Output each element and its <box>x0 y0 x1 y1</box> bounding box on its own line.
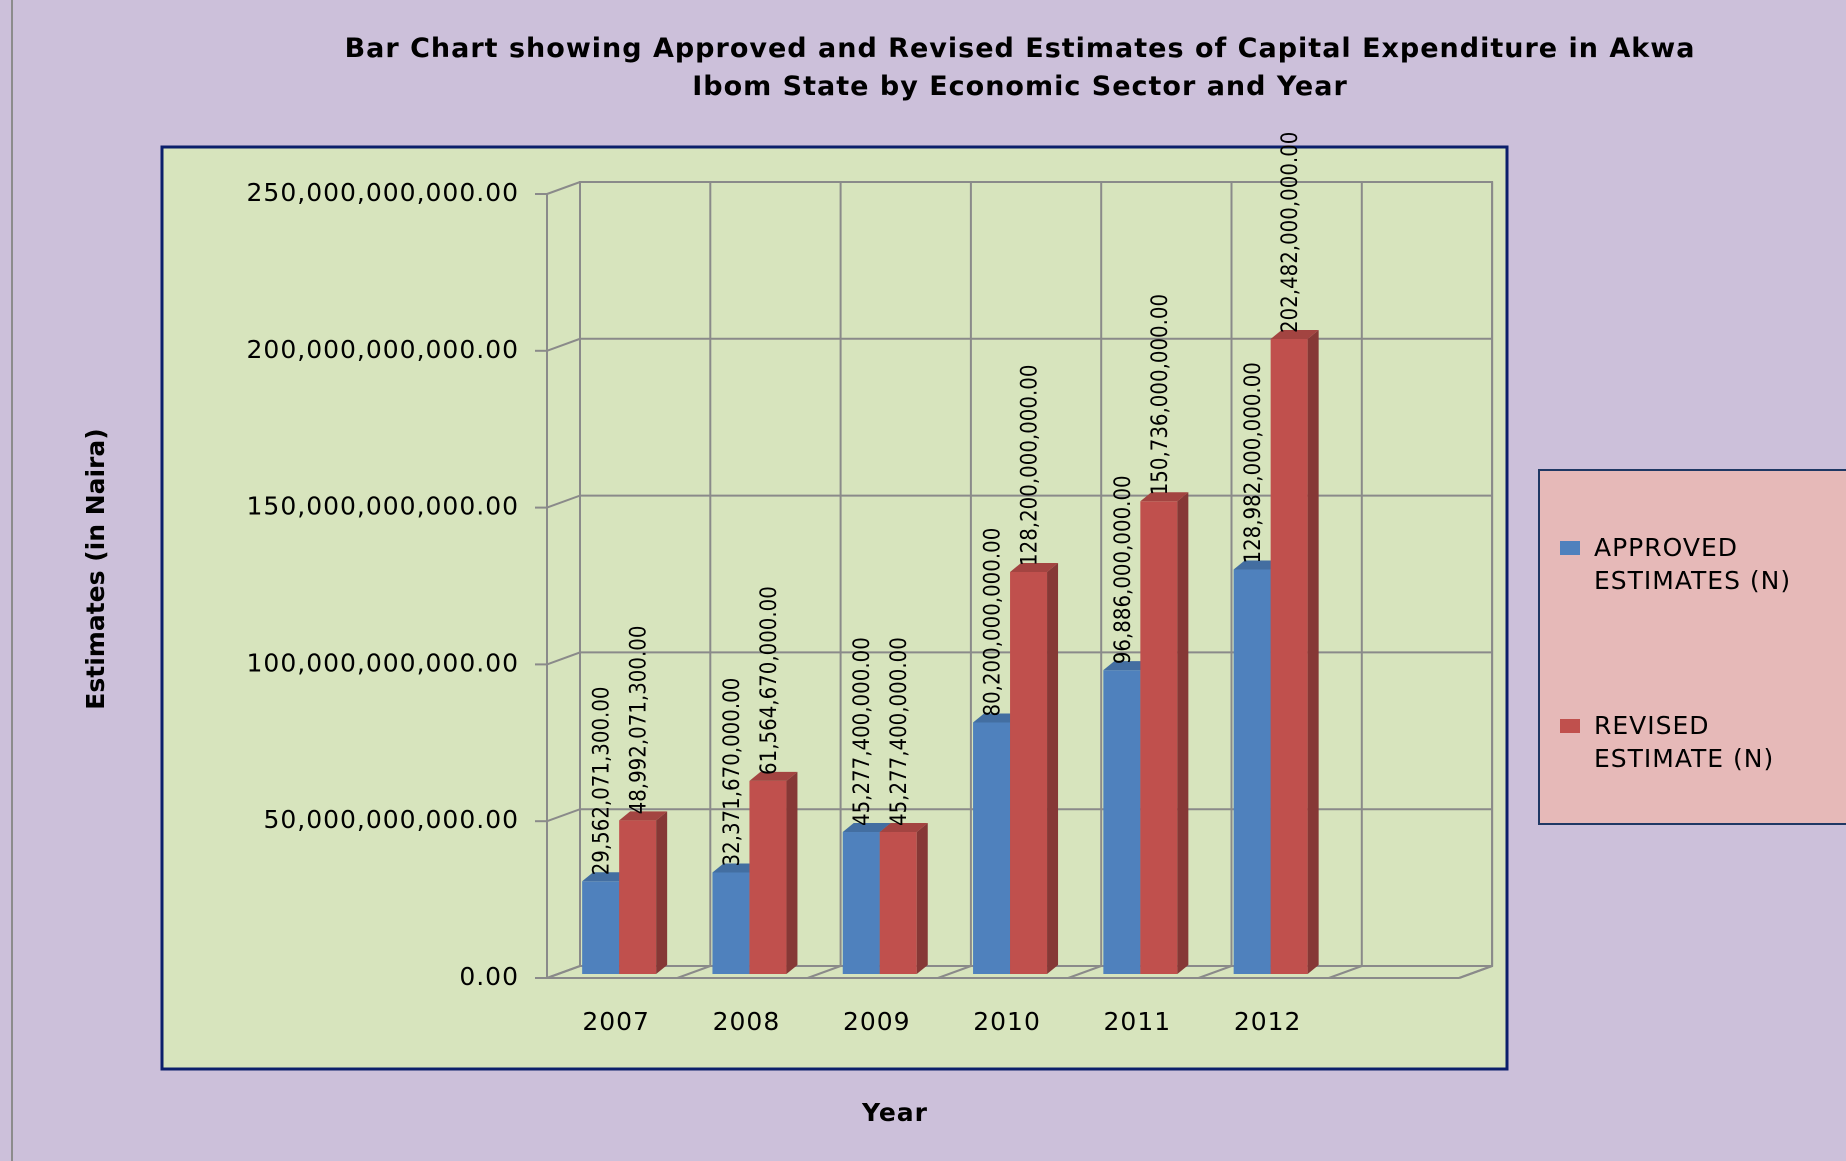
bar-front <box>1010 571 1048 974</box>
bar-top <box>1233 560 1282 570</box>
y-tick-label: 250,000,000,000.00 <box>247 178 519 207</box>
value-label: 128,200,000,000.00 <box>1018 365 1043 566</box>
bar-top <box>1103 661 1152 671</box>
bar-side <box>1177 492 1189 974</box>
bar-top <box>712 863 761 873</box>
bar-front <box>582 881 620 974</box>
x-tick-label: 2010 <box>973 1007 1041 1036</box>
y-tick-label: 0.00 <box>459 962 519 991</box>
bar-front <box>1140 501 1178 974</box>
grid-line <box>546 965 1493 979</box>
value-label: 80,200,000,000.00 <box>981 528 1006 717</box>
bar-front <box>712 872 750 974</box>
value-label: 45,277,400,000.00 <box>850 637 875 826</box>
bar-front <box>1233 569 1271 974</box>
bar-top <box>842 823 891 833</box>
chart-title: Bar Chart showing Approved and Revised E… <box>344 33 1696 102</box>
x-axis-title: Year <box>861 1098 928 1127</box>
floor-edge <box>1458 965 1493 979</box>
floor-divider <box>1328 965 1363 979</box>
bar <box>1140 492 1189 974</box>
bar-front <box>1103 670 1141 974</box>
bar-front <box>749 780 787 974</box>
legend-label: REVISED ESTIMATE (N) <box>1594 711 1775 773</box>
bar-side <box>916 823 928 974</box>
bar-top <box>1270 330 1319 340</box>
value-label: 45,277,400,000.00 <box>887 637 912 826</box>
bar-side <box>1047 562 1059 974</box>
x-tick-label: 2009 <box>843 1007 911 1036</box>
bar-top <box>879 823 928 833</box>
floor-divider <box>676 965 711 979</box>
bar-side <box>1307 330 1319 974</box>
value-label: 202,482,000,000.00 <box>1278 132 1303 333</box>
value-label: 29,562,071,300.00 <box>590 686 615 875</box>
bar <box>619 811 668 974</box>
bar-top <box>973 713 1022 723</box>
x-tick-label: 2012 <box>1234 1007 1302 1036</box>
bar-top <box>582 872 631 882</box>
value-label: 150,736,000,000.00 <box>1148 294 1173 495</box>
bar-top <box>1010 562 1059 572</box>
bar-front <box>879 832 917 974</box>
legend-swatch <box>1560 719 1580 733</box>
floor-divider <box>1067 965 1102 979</box>
bar <box>1270 330 1319 974</box>
floor-divider <box>807 965 841 979</box>
bar-front <box>842 832 880 974</box>
y-tick-label: 50,000,000,000.00 <box>263 805 519 834</box>
frame <box>11 0 1846 1161</box>
bar-front <box>1270 339 1308 974</box>
legend-label: APPROVED ESTIMATES (N) <box>1594 533 1792 595</box>
grid-line <box>546 181 1493 195</box>
value-label: 96,886,000,000.00 <box>1111 475 1136 664</box>
bar <box>879 823 928 974</box>
bar-side <box>656 811 668 974</box>
bar-top <box>749 771 798 781</box>
floor-divider <box>1198 965 1232 979</box>
legend: APPROVED ESTIMATES (N) REVISED ESTIMATE (… <box>1538 469 1846 825</box>
bar-top <box>619 811 668 821</box>
x-tick-label: 2011 <box>1104 1007 1172 1036</box>
value-label: 61,564,670,000.00 <box>757 586 782 775</box>
value-label: 32,371,670,000.00 <box>720 678 745 867</box>
bar-top <box>1140 492 1189 502</box>
x-tick-label: 2007 <box>582 1007 650 1036</box>
y-tick-label: 200,000,000,000.00 <box>247 335 519 364</box>
grid-line <box>546 337 1493 352</box>
floor-divider <box>937 965 972 979</box>
bar <box>749 771 798 974</box>
bar-front <box>619 820 657 974</box>
y-tick-label: 150,000,000,000.00 <box>247 492 519 521</box>
y-tick-label: 100,000,000,000.00 <box>247 648 519 677</box>
value-label: 48,992,071,300.00 <box>627 626 652 815</box>
bar-front <box>973 722 1011 974</box>
x-tick-label: 2008 <box>713 1007 781 1036</box>
legend-swatch <box>1560 541 1580 555</box>
y-axis-title: Estimates (in Naira) <box>81 428 110 709</box>
bar <box>1010 562 1059 974</box>
bar-side <box>786 771 798 974</box>
value-label: 128,982,000,000.00 <box>1241 362 1266 563</box>
